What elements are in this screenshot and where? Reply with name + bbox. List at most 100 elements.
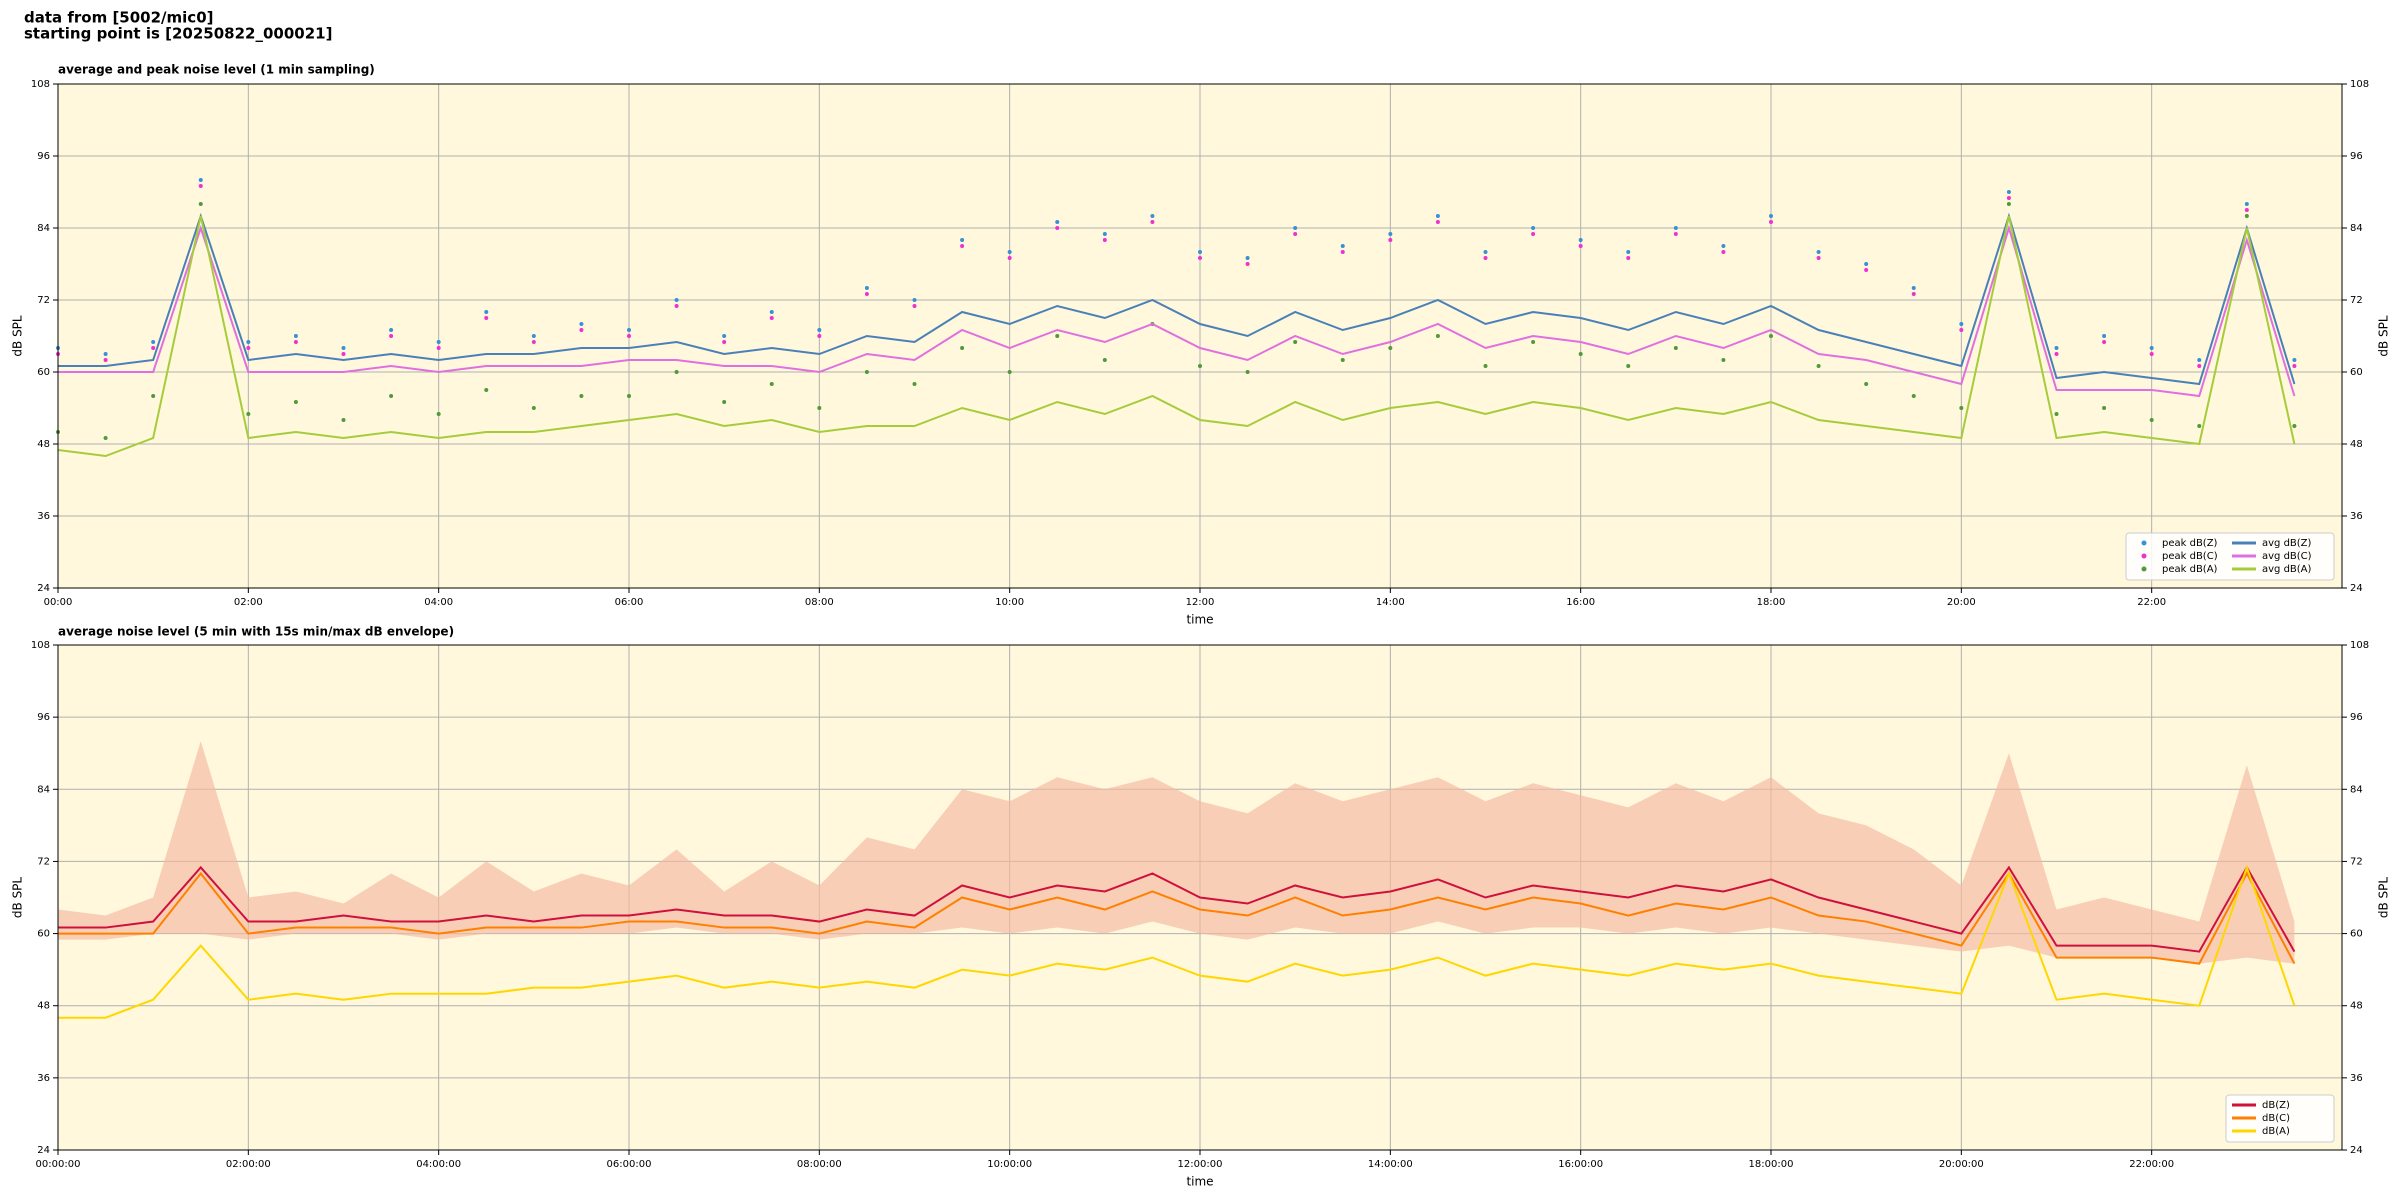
peak-point xyxy=(531,406,536,410)
peak-point xyxy=(864,286,869,290)
legend-label: peak dB(C) xyxy=(2162,551,2218,562)
peak-point xyxy=(1626,364,1631,368)
x-tick-label: 12:00:00 xyxy=(1178,1159,1223,1170)
peak-point xyxy=(246,346,251,350)
peak-point xyxy=(627,334,631,338)
y-tick-label: 48 xyxy=(37,439,50,450)
peak-point xyxy=(2244,214,2249,218)
x-tick-label: 04:00:00 xyxy=(416,1159,461,1170)
x-tick-label: 08:00:00 xyxy=(797,1159,842,1170)
peak-point xyxy=(960,346,965,350)
legend-label: dB(Z) xyxy=(2262,1100,2290,1111)
peak-point xyxy=(1959,328,1964,332)
peak-point xyxy=(436,346,441,350)
plot-frame xyxy=(57,83,2343,589)
y-axis-label: dB SPL xyxy=(2377,877,2391,919)
y-tick-label: 24 xyxy=(2350,1145,2363,1156)
peak-point xyxy=(627,328,631,332)
x-tick-label: 14:00 xyxy=(1376,597,1405,608)
peak-point xyxy=(2054,352,2059,356)
peak-point xyxy=(1864,268,1869,272)
header-line: data from [5002/mic0] xyxy=(24,9,214,27)
series-line xyxy=(58,864,2296,1019)
peak-point xyxy=(1531,340,1536,344)
x-tick-label: 22:00:00 xyxy=(2129,1159,2174,1170)
peak-point xyxy=(531,340,536,344)
series-line xyxy=(58,212,2296,386)
peak-point xyxy=(2197,364,2202,368)
peak-point xyxy=(1340,244,1345,248)
peak-point xyxy=(1721,358,1726,362)
peak-point xyxy=(1150,220,1155,224)
x-tick-label: 10:00:00 xyxy=(987,1159,1032,1170)
peak-point xyxy=(436,340,441,344)
peak-point xyxy=(1388,238,1393,242)
peak-point xyxy=(1245,262,1250,266)
peak-point xyxy=(2149,352,2154,356)
x-tick-label: 12:00 xyxy=(1186,597,1215,608)
y-tick-label: 72 xyxy=(2350,295,2363,306)
peak-point xyxy=(103,352,108,356)
peak-point xyxy=(293,340,298,344)
peak-point xyxy=(1816,250,1821,254)
y-tick-label: 24 xyxy=(37,1145,50,1156)
peak-point xyxy=(1388,346,1393,350)
x-tick-label: 22:00 xyxy=(2137,597,2166,608)
peak-point xyxy=(1150,214,1155,218)
peak-point xyxy=(484,310,489,314)
x-tick-label: 08:00 xyxy=(805,597,834,608)
x-tick-label: 20:00 xyxy=(1947,597,1976,608)
peak-point xyxy=(1483,250,1488,254)
peak-point xyxy=(722,334,727,338)
peak-point xyxy=(1055,226,1060,230)
peak-point xyxy=(1673,226,1678,230)
peak-point xyxy=(1816,256,1821,260)
y-tick-label: 24 xyxy=(2350,583,2363,594)
peak-point xyxy=(198,202,203,206)
peak-point xyxy=(1435,334,1440,338)
peak-point xyxy=(817,406,822,410)
peak-point xyxy=(531,334,536,338)
legend-box xyxy=(2125,532,2335,581)
x-tick-label: 18:00 xyxy=(1757,597,1786,608)
y-tick-label: 60 xyxy=(37,367,50,378)
peak-point xyxy=(1340,250,1345,254)
peak-point xyxy=(579,394,584,398)
series-line xyxy=(58,865,2296,953)
legend-swatch xyxy=(2141,540,2147,546)
legend-label: avg dB(Z) xyxy=(2262,538,2312,549)
peak-point xyxy=(293,334,298,338)
x-axis-label: time xyxy=(1186,1175,1213,1189)
peak-point xyxy=(1578,238,1583,242)
peak-point xyxy=(722,340,727,344)
peak-point xyxy=(1007,370,1012,374)
peak-point xyxy=(2292,424,2297,428)
peak-point xyxy=(1626,256,1631,260)
peak-point xyxy=(2292,358,2297,362)
peak-point xyxy=(246,340,251,344)
peak-point xyxy=(1911,292,1916,296)
y-tick-label: 108 xyxy=(31,79,50,90)
peak-point xyxy=(1911,394,1916,398)
peak-point xyxy=(2197,424,2202,428)
y-tick-label: 108 xyxy=(2350,79,2369,90)
x-tick-label: 14:00:00 xyxy=(1368,1159,1413,1170)
y-tick-label: 36 xyxy=(37,511,50,522)
x-tick-label: 18:00:00 xyxy=(1749,1159,1794,1170)
peak-point xyxy=(151,346,156,350)
y-tick-label: 96 xyxy=(37,712,50,723)
legend-swatch xyxy=(2141,566,2147,572)
peak-point xyxy=(2054,346,2059,350)
peak-point xyxy=(1245,256,1250,260)
y-tick-label: 84 xyxy=(37,784,50,795)
y-tick-label: 84 xyxy=(37,223,50,234)
y-tick-label: 72 xyxy=(37,295,50,306)
peak-point xyxy=(2292,364,2297,368)
x-tick-label: 04:00 xyxy=(424,597,453,608)
y-tick-label: 72 xyxy=(37,856,50,867)
peak-point xyxy=(1864,382,1869,386)
legend-label: dB(A) xyxy=(2262,1126,2290,1137)
y-tick-label: 24 xyxy=(37,583,50,594)
peak-point xyxy=(1673,232,1678,236)
peak-point xyxy=(1626,250,1631,254)
